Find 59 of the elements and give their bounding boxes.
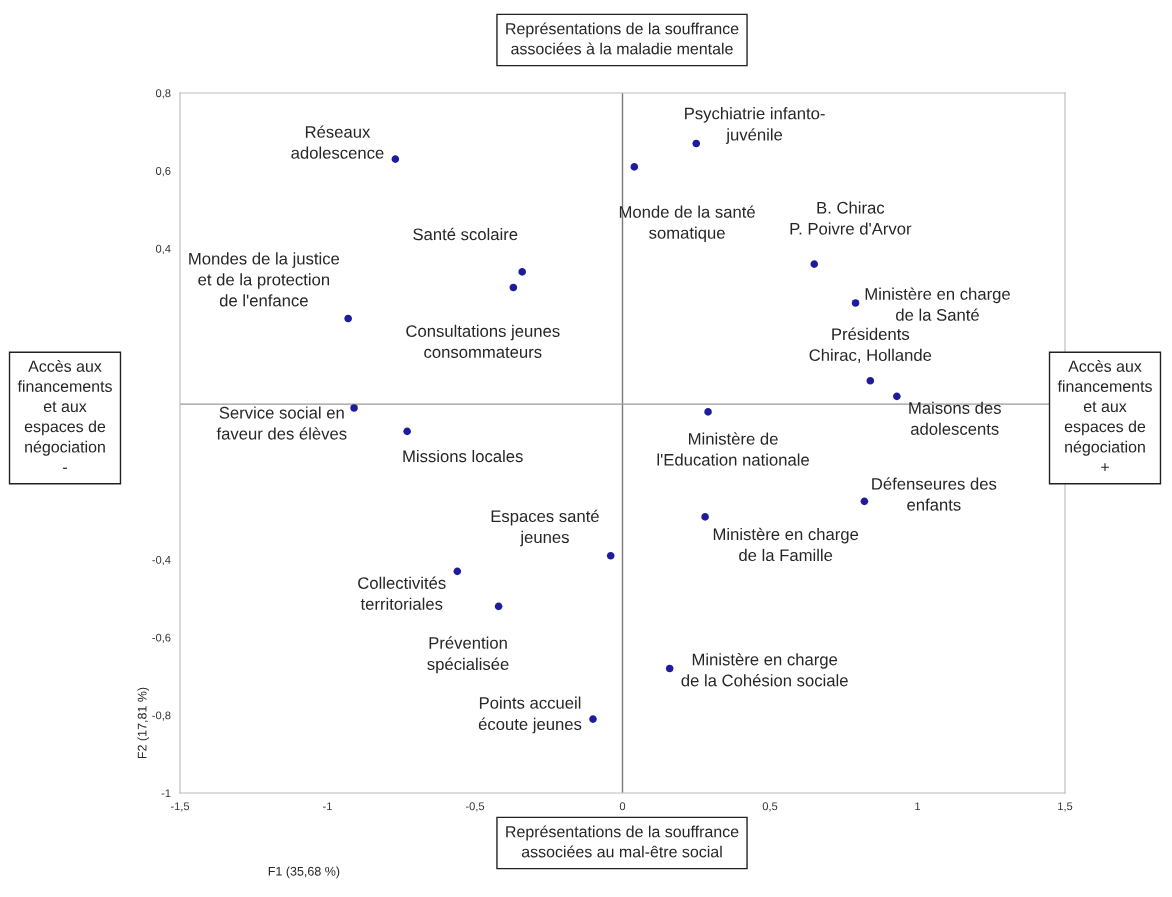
annotation: Ministère en charge de la Santé [865, 287, 1010, 321]
annotation: Accès aux financements et aux espaces de négociation + [1057, 359, 1152, 472]
point [630, 163, 639, 171]
point [692, 139, 701, 148]
point [851, 299, 860, 307]
point [589, 715, 597, 723]
point [494, 602, 503, 611]
point [403, 427, 411, 436]
y-tick-label: 0,4 [155, 244, 171, 254]
point [509, 283, 518, 292]
y-tick-label: -0,8 [152, 711, 171, 721]
annotation: Collectivités territoriales [358, 576, 446, 610]
text: Représentations de la souffrance associées au mal-être social [506, 825, 739, 858]
x-tick-label: 0 [619, 802, 626, 811]
x-tick-label: 0,5 [762, 802, 778, 812]
x-tick-label: -0,5 [465, 802, 485, 812]
annotation: Espaces santé jeunes [491, 509, 599, 547]
annotation: Ministère en charge de la Cohésion sociale [681, 652, 848, 687]
annotation: Consultations jeunes consommateurs [406, 324, 560, 358]
y-tick-label: -0,4 [152, 555, 171, 566]
point [391, 155, 400, 163]
point [453, 567, 462, 576]
annotation: Défenseures des enfants [872, 477, 997, 511]
x-tick-label: 1,5 [1058, 802, 1073, 812]
y-tick-label: 0,8 [155, 89, 171, 99]
point [665, 664, 674, 673]
y-tick-label: 0,6 [155, 167, 171, 177]
annotation: Psychiatrie infanto- juvénile [685, 107, 825, 144]
y-tick-label: -0,6 [152, 633, 171, 643]
point [704, 408, 712, 416]
annotation: Maisons des adolescents [909, 401, 1001, 435]
annotation: Présidents Chirac, Hollande [809, 327, 932, 363]
annotation: Mondes de la justice et de la protection de l'enfance [189, 252, 340, 307]
x-tick-label: 1 [915, 802, 921, 811]
x-axis-title: F1 (35,68 %) [268, 866, 340, 879]
y-axis-title: F2 (17,81 %) [137, 687, 150, 759]
point [606, 551, 615, 560]
x-tick-label: -1,5 [170, 802, 190, 812]
y-tick-label: -1 [161, 789, 171, 798]
annotation: Ministère en charge de la Famille [713, 527, 859, 562]
point [893, 392, 901, 401]
annotation: Prévention spécialisée [427, 636, 509, 674]
text: Représentations de la souffrance associées à la maladie mentale [506, 22, 739, 55]
annotation: Points accueil écoute jeunes [478, 696, 582, 734]
text: Accès aux financements et aux espaces de négociation - [17, 359, 112, 469]
annotation: Réseaux adolescence [291, 125, 384, 159]
x-tick-label: -1 [323, 802, 332, 811]
annotation: Santé scolaire [413, 227, 518, 241]
point [810, 260, 819, 268]
annotation: Ministère de l'Education nationale [657, 432, 809, 466]
annotation: Missions locales [403, 449, 523, 463]
annotation: B. Chirac P. Poivre d'Arvor [790, 201, 912, 235]
point [701, 513, 709, 521]
annotation: Service social en faveur des élèves [216, 406, 347, 440]
point [350, 404, 358, 412]
point [860, 497, 869, 506]
point [344, 314, 352, 323]
point [866, 376, 875, 385]
point [518, 268, 526, 276]
